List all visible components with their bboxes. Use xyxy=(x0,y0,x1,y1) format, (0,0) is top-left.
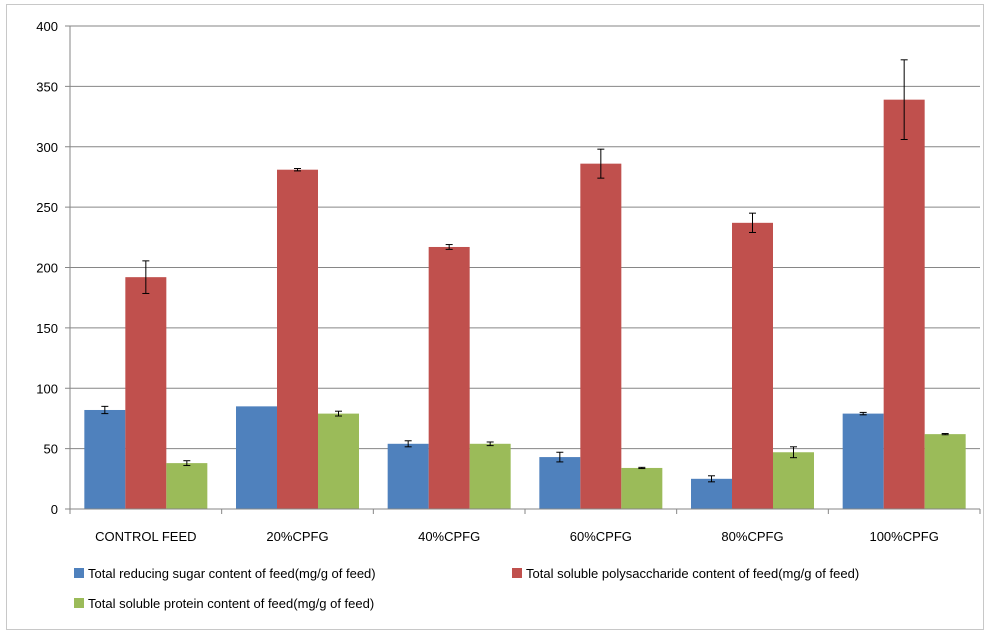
legend-item: Total soluble polysaccharide content of … xyxy=(512,566,859,581)
y-tick-label: 150 xyxy=(36,321,58,336)
legend-swatch xyxy=(512,568,522,578)
bar xyxy=(236,406,277,509)
y-tick-label: 200 xyxy=(36,261,58,276)
x-tick-label: CONTROL FEED xyxy=(95,529,196,544)
legend-item: Total reducing sugar content of feed(mg/… xyxy=(74,566,376,581)
axes xyxy=(65,25,981,514)
legend-label: Total reducing sugar content of feed(mg/… xyxy=(88,566,376,581)
x-axis-ticks: CONTROL FEED 20%CPFG 40%CPFG 60%CPFG 80%CPFG… xyxy=(95,529,939,544)
y-tick-label: 50 xyxy=(44,442,58,457)
bar xyxy=(621,467,663,509)
y-tick-label: 250 xyxy=(36,200,58,215)
y-tick-label: 300 xyxy=(36,140,58,155)
bar xyxy=(387,443,429,509)
gridlines xyxy=(70,25,980,450)
bar xyxy=(469,443,511,509)
legend-swatch xyxy=(74,598,84,608)
bar xyxy=(883,99,925,509)
x-tick-label: 100%CPFG xyxy=(869,529,938,544)
bar xyxy=(428,246,470,509)
bar xyxy=(580,163,622,509)
x-tick-label: 40%CPFG xyxy=(418,529,480,544)
legend-label: Total soluble protein content of feed(mg… xyxy=(88,596,374,611)
bar xyxy=(732,222,773,509)
y-tick-label: 350 xyxy=(36,79,58,94)
bar xyxy=(842,413,884,509)
x-tick-label: 20%CPFG xyxy=(266,529,328,544)
bar xyxy=(691,478,732,509)
bar xyxy=(773,452,814,509)
y-tick-label: 400 xyxy=(36,19,58,34)
error-bars xyxy=(101,59,949,483)
bar xyxy=(539,457,581,509)
bar xyxy=(924,434,966,509)
bar xyxy=(166,463,208,509)
bar xyxy=(277,169,318,509)
y-tick-label: 100 xyxy=(36,381,58,396)
bar xyxy=(125,277,167,509)
chart-frame xyxy=(6,4,984,630)
y-tick-label: 0 xyxy=(51,502,58,517)
x-tick-label: 60%CPFG xyxy=(570,529,632,544)
legend-swatch xyxy=(74,568,84,578)
legend: Total reducing sugar content of feed(mg/… xyxy=(74,566,859,611)
legend-label: Total soluble polysaccharide content of … xyxy=(526,566,859,581)
legend-item: Total soluble protein content of feed(mg… xyxy=(74,596,374,611)
x-tick-label: 80%CPFG xyxy=(721,529,783,544)
bars xyxy=(84,99,966,509)
y-axis-ticks: 0 50 100 150 200 250 300 350 400 xyxy=(36,19,58,517)
bar xyxy=(318,413,359,509)
bar xyxy=(84,409,126,509)
